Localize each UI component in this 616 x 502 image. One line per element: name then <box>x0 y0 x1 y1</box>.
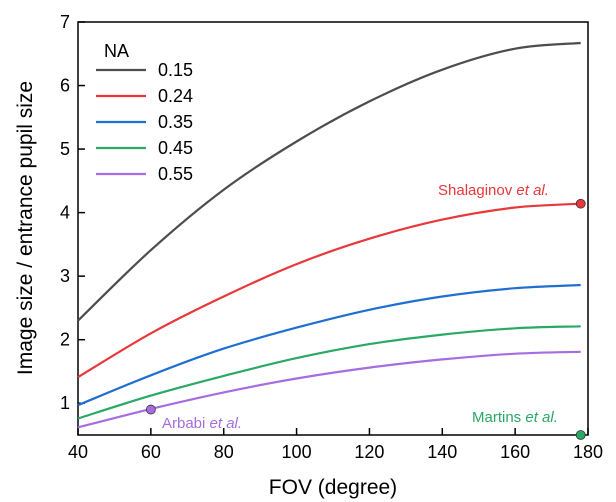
series-line-0-45 <box>77 325 581 420</box>
legend-label: 0.55 <box>158 164 193 184</box>
points-layer <box>145 198 586 440</box>
legend-label: 0.35 <box>158 112 193 132</box>
y-tick-label: 7 <box>60 12 70 32</box>
y-tick-label: 2 <box>60 330 70 350</box>
x-tick-label: 40 <box>68 442 88 462</box>
series-layer <box>77 41 581 429</box>
annotation-martins: Martins et al. <box>472 409 558 426</box>
plot-frame <box>77 21 589 436</box>
x-tick-label: 160 <box>500 442 530 462</box>
reference-point <box>575 198 586 209</box>
y-axis-title: Image size / entrance pupil size <box>14 81 37 375</box>
reference-point <box>145 404 156 415</box>
y-tick-label: 3 <box>60 266 70 286</box>
annotation-shalaginov: Shalaginov et al. <box>438 182 549 199</box>
series-line-0-55 <box>77 350 581 429</box>
annotation-arbabi: Arbabi et al. <box>162 415 242 432</box>
annotation-arbabi-name: Arbabi <box>162 415 205 432</box>
y-tick-label: 5 <box>60 139 70 159</box>
series-line-0-35 <box>77 283 581 407</box>
x-tick-label: 140 <box>427 442 457 462</box>
x-tick-label: 80 <box>214 442 234 462</box>
y-tick-label: 1 <box>60 393 70 413</box>
annotation-martins-suffix: et al. <box>525 409 558 426</box>
y-axis-ticks: 1 2 3 4 5 6 7 <box>60 12 85 413</box>
y-tick-label: 4 <box>60 203 70 223</box>
reference-point <box>575 430 586 440</box>
annotation-shalaginov-name: Shalaginov <box>438 182 513 199</box>
legend: NA 0.15 0.24 0.35 0.45 0.55 <box>96 41 193 184</box>
legend-label: 0.45 <box>158 138 193 158</box>
x-tick-label: 120 <box>354 442 384 462</box>
legend-title: NA <box>104 41 129 61</box>
x-axis-ticks: 40 60 80 100 120 140 160 180 <box>68 428 603 462</box>
series-line-0-24 <box>77 202 581 379</box>
x-tick-label: 60 <box>141 442 161 462</box>
x-axis-title: FOV (degree) <box>269 476 397 499</box>
y-tick-label: 6 <box>60 76 70 96</box>
annotation-arbabi-suffix: et al. <box>210 415 243 432</box>
series-line-0-15 <box>77 41 581 322</box>
x-tick-label: 100 <box>282 442 312 462</box>
legend-label: 0.15 <box>158 60 193 80</box>
legend-label: 0.24 <box>158 86 193 106</box>
annotation-martins-name: Martins <box>472 409 521 426</box>
annotation-shalaginov-suffix: et al. <box>516 182 549 199</box>
x-tick-label: 180 <box>573 442 603 462</box>
